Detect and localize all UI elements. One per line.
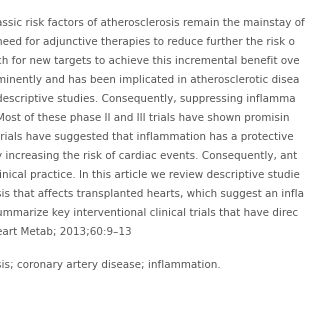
Text: trials have suggested that inflammation has a protective: trials have suggested that inflammation … bbox=[0, 132, 294, 142]
Text: eart Metab; 2013;60:9–13: eart Metab; 2013;60:9–13 bbox=[0, 227, 132, 237]
Text: linical practice. In this article we review descriptive studie: linical practice. In this article we rev… bbox=[0, 170, 300, 180]
Text: sis; coronary artery disease; inflammation.: sis; coronary artery disease; inflammati… bbox=[0, 260, 221, 270]
Text: minently and has been implicated in atherosclerotic disea: minently and has been implicated in athe… bbox=[0, 75, 300, 85]
Text: ch for new targets to achieve this incremental benefit ove: ch for new targets to achieve this incre… bbox=[0, 56, 300, 66]
Text: Most of these phase II and III trials have shown promisin: Most of these phase II and III trials ha… bbox=[0, 113, 290, 123]
Text: assic risk factors of atherosclerosis remain the mainstay of: assic risk factors of atherosclerosis re… bbox=[0, 18, 305, 28]
Text: y increasing the risk of cardiac events. Consequently, ant: y increasing the risk of cardiac events.… bbox=[0, 151, 297, 161]
Text: need for adjunctive therapies to reduce further the risk o: need for adjunctive therapies to reduce … bbox=[0, 37, 295, 47]
Text: ummarize key interventional clinical trials that have direc: ummarize key interventional clinical tri… bbox=[0, 208, 298, 218]
Text: sis that affects transplanted hearts, which suggest an infla: sis that affects transplanted hearts, wh… bbox=[0, 189, 304, 199]
Text: descriptive studies. Consequently, suppressing inflamma: descriptive studies. Consequently, suppr… bbox=[0, 94, 296, 104]
